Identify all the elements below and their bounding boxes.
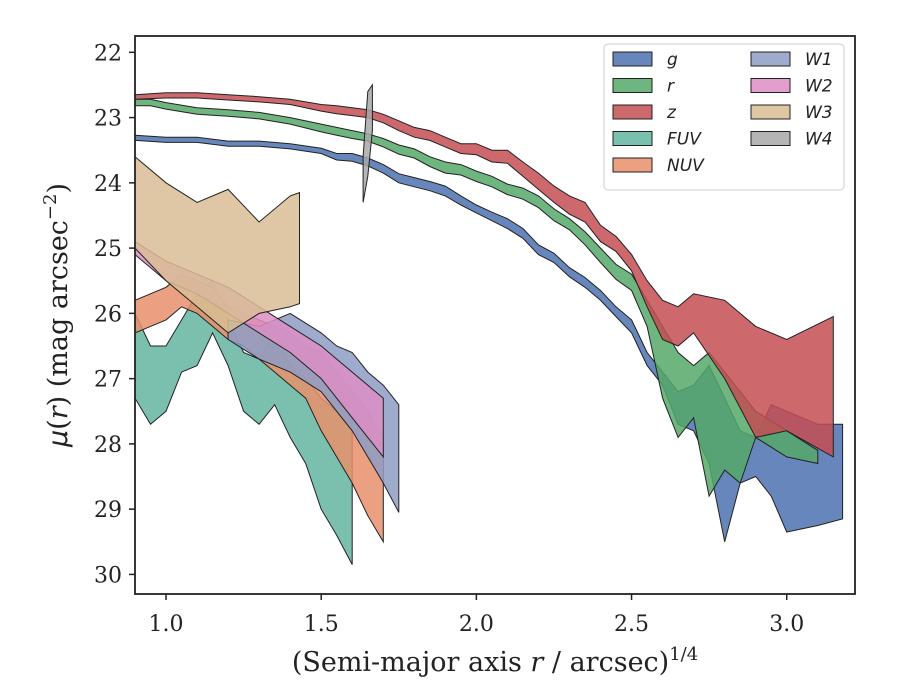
- legend-label-r: r: [667, 77, 675, 97]
- plot-frame: [134, 35, 856, 595]
- legend-swatch-nuv: [612, 157, 653, 173]
- legend-swatch-w4: [750, 131, 791, 146]
- legend-label-w4: W4: [805, 130, 833, 150]
- x-axis-ticks: 1.0 1.5 2.0 2.5 3.0: [149, 594, 804, 637]
- y-tick-label: 29: [94, 498, 122, 523]
- band-w1: [227, 312, 400, 513]
- band-w3: [135, 156, 300, 334]
- x-tick-label: 1.0: [149, 612, 184, 637]
- y-tick-label: 27: [94, 368, 122, 393]
- y-tick-label: 30: [94, 563, 122, 588]
- legend-swatch-r: [612, 78, 653, 93]
- y-tick-label: 22: [94, 41, 122, 66]
- x-tick-label: 3.0: [769, 612, 804, 637]
- legend-label-fuv: FUV: [667, 130, 702, 150]
- band-w4: [362, 83, 373, 203]
- legend-swatch-g: [612, 51, 653, 67]
- legend-label-nuv: NUV: [667, 156, 705, 176]
- x-tick-label: 2.5: [614, 612, 649, 637]
- legend: grz FUV NUV W1 W2 W3 W4: [603, 43, 845, 191]
- y-tick-label: 28: [94, 433, 122, 458]
- band-z: [135, 92, 834, 458]
- legend-label-w3: W3: [805, 103, 833, 123]
- data-bands: [135, 83, 844, 565]
- legend-swatch-w2: [750, 78, 791, 93]
- x-tick-label: 2.0: [459, 612, 494, 637]
- x-axis-label: (Semi-major axis r / arcsec)1/4: [292, 644, 698, 678]
- legend-label-w1: W1: [805, 50, 833, 70]
- legend-label-z: z: [666, 103, 677, 123]
- legend-swatch-w3: [750, 104, 791, 120]
- y-tick-label: 26: [94, 302, 122, 327]
- y-tick-label: 23: [94, 107, 122, 132]
- band-r: [135, 98, 819, 498]
- legend-swatch-fuv: [612, 131, 653, 146]
- y-tick-label: 25: [94, 237, 122, 262]
- legend-label-g: g: [667, 50, 678, 70]
- y-axis-label: μ(r) (mag arcsec−2): [40, 183, 74, 448]
- band-g: [135, 134, 844, 542]
- y-tick-label: 24: [94, 172, 122, 197]
- x-tick-label: 1.5: [304, 612, 339, 637]
- legend-swatch-z: [612, 104, 653, 120]
- legend-label-w2: W2: [805, 77, 833, 97]
- legend-swatch-w1: [750, 51, 791, 67]
- y-axis-ticks: 22 23 24 25 26 27 28 29 30: [94, 41, 135, 588]
